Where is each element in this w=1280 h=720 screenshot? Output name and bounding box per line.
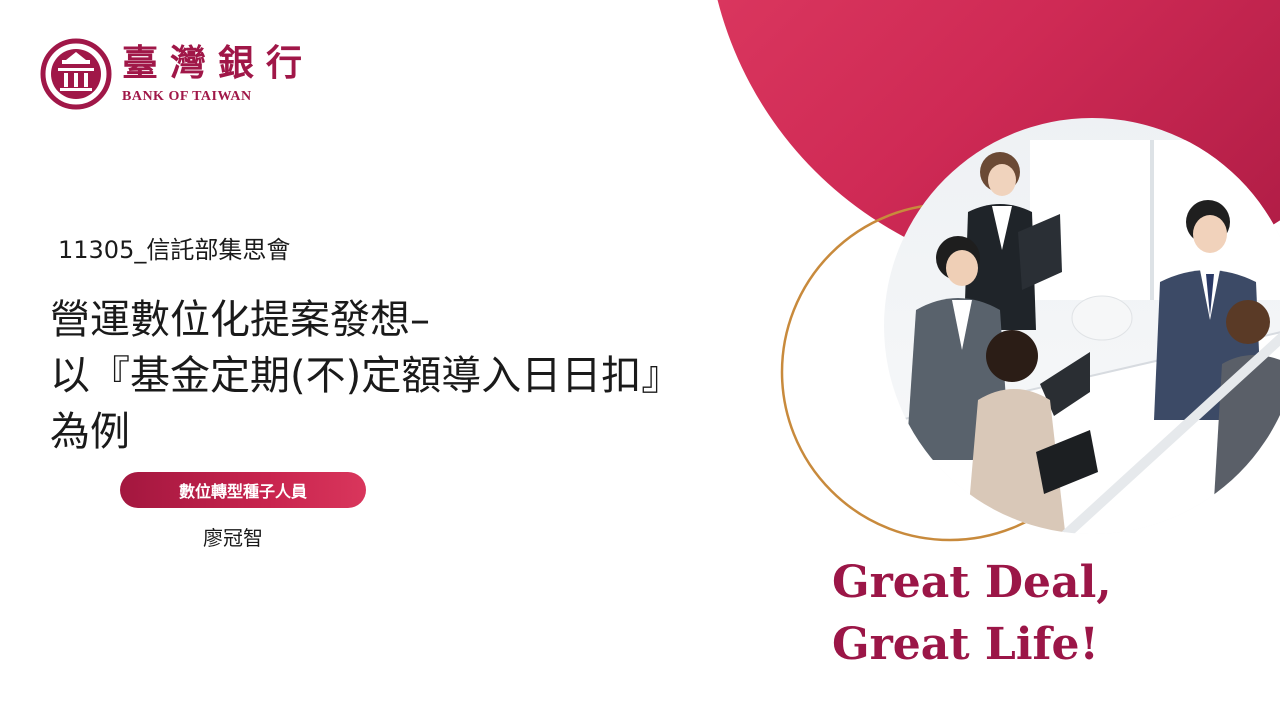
bank-name-english: BANK OF TAIWAN: [122, 89, 252, 104]
slogan-line-2: Great Life!: [832, 619, 1099, 670]
bank-name-chinese: 臺灣銀行: [122, 42, 315, 84]
bank-logo: 臺灣銀行 BANK OF TAIWAN: [40, 38, 314, 110]
role-badge: 數位轉型種子人員: [120, 472, 366, 508]
title-line-1: 營運數位化提案發想–: [50, 297, 430, 343]
presenter-name: 廖冠智: [203, 526, 263, 550]
meeting-subtitle: 11305_信託部集思會: [58, 236, 291, 264]
slogan-line-1: Great Deal,: [832, 557, 1112, 608]
bank-of-taiwan-seal-icon: [40, 38, 112, 110]
slogan: Great Deal, Great Life!: [832, 552, 1112, 676]
title-line-2: 以『基金定期(不)定額導入日日扣』: [50, 353, 682, 399]
slide-title: 營運數位化提案發想– 以『基金定期(不)定額導入日日扣』 為例: [50, 292, 810, 460]
title-line-3: 為例: [50, 409, 130, 455]
